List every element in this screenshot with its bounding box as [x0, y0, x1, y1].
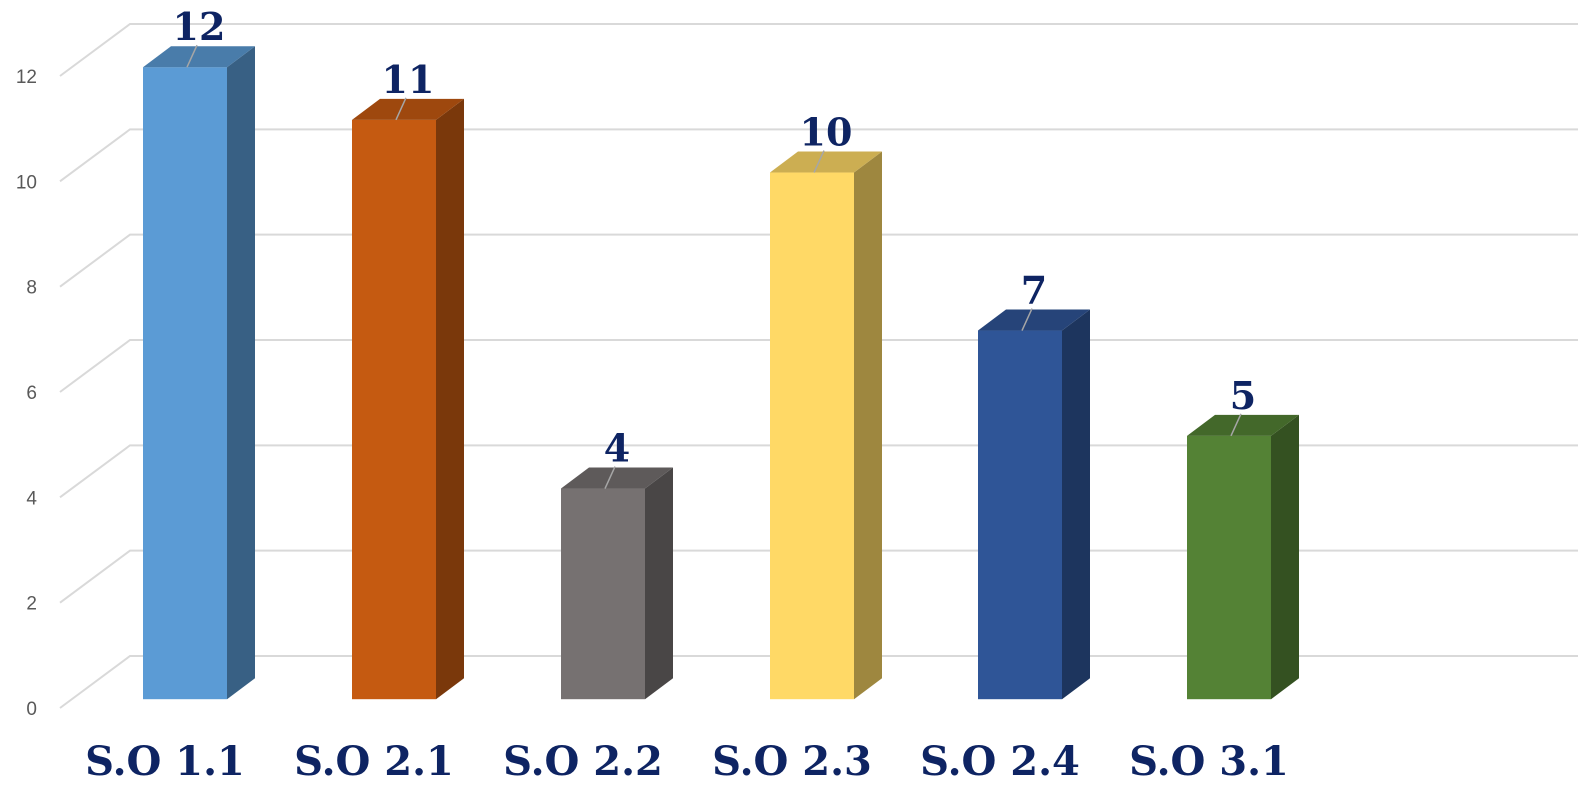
gridline	[59, 23, 1578, 77]
bar-top	[770, 151, 882, 173]
bar	[770, 151, 882, 700]
gridline	[59, 128, 1578, 183]
bar	[352, 98, 464, 700]
bar-top	[1187, 414, 1299, 436]
gridlines	[59, 23, 1578, 709]
bar-front	[561, 488, 645, 700]
x-tick-label: S.O 2.4	[920, 738, 1080, 785]
bar	[978, 309, 1090, 700]
bar-front	[770, 172, 854, 700]
gridline	[59, 339, 1578, 393]
bar-front	[352, 119, 436, 700]
gridline	[59, 549, 1578, 604]
bar-side	[645, 467, 673, 700]
data-label: 11	[382, 57, 435, 102]
data-label: 5	[1230, 373, 1256, 418]
x-tick-label: S.O 2.1	[294, 738, 454, 785]
y-tick-label: 6	[26, 383, 37, 404]
x-tick-label: S.O 2.3	[712, 738, 872, 785]
y-tick-label: 2	[26, 594, 37, 615]
bar-side	[854, 151, 882, 700]
bar-front	[978, 330, 1062, 700]
data-label-leader	[604, 466, 616, 489]
y-tick-label: 0	[26, 699, 37, 720]
gridline	[59, 444, 1578, 499]
bars	[143, 46, 1299, 700]
bar-side	[436, 98, 464, 700]
data-label: 12	[173, 4, 226, 49]
bar-front	[1187, 435, 1271, 700]
bar-top	[978, 309, 1090, 331]
gridline	[59, 655, 1578, 709]
bar	[143, 46, 255, 700]
data-label-leader	[813, 150, 825, 173]
y-tick-label: 8	[26, 278, 37, 299]
x-tick-label: S.O 2.2	[503, 738, 663, 785]
bar-side	[1062, 309, 1090, 700]
data-label-leader	[186, 44, 198, 68]
x-tick-label: S.O 3.1	[1129, 738, 1289, 785]
gridline	[59, 233, 1578, 288]
x-axis-labels: S.O 1.1 S.O 2.1 S.O 2.2 S.O 2.3 S.O 2.4 S.O 3…	[85, 738, 1289, 785]
bar	[561, 467, 673, 700]
x-tick-label: S.O 1.1	[85, 738, 245, 785]
y-tick-label: 10	[16, 172, 37, 193]
data-label-leader	[1230, 413, 1242, 437]
data-label: 7	[1021, 268, 1047, 313]
bar-top	[561, 467, 673, 489]
data-label-leader	[395, 97, 407, 121]
bar	[1187, 414, 1299, 700]
bar-front	[143, 67, 227, 700]
y-tick-label: 12	[16, 67, 37, 88]
data-label: 10	[800, 110, 853, 155]
bar-top	[352, 98, 464, 120]
data-labels: 12 11 4 10 7 5	[173, 4, 1256, 489]
y-axis-ticks: 0 2 4 6 8 10 12	[16, 67, 38, 720]
bar-side	[1271, 414, 1299, 700]
data-label-leader	[1021, 308, 1033, 331]
data-label: 4	[604, 426, 630, 471]
y-tick-label: 4	[26, 488, 37, 509]
bar-side	[227, 46, 255, 700]
bar-top	[143, 46, 255, 68]
